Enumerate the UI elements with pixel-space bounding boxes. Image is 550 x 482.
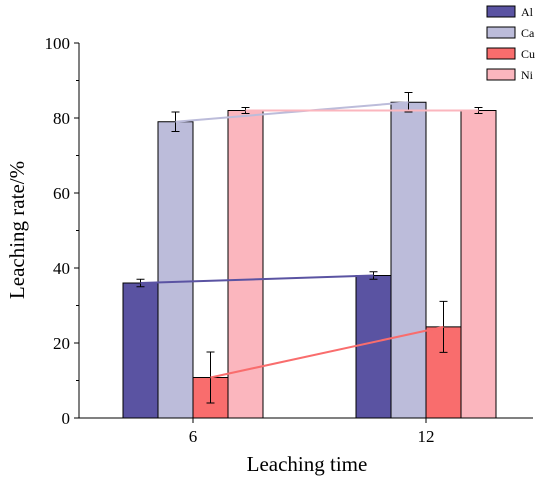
x-tick-label: 12 — [418, 427, 435, 446]
legend-item-ni: Ni — [486, 68, 534, 82]
trend-line-cu — [210, 325, 444, 379]
bar-al-12 — [355, 275, 392, 419]
y-tick-label: 60 — [53, 184, 70, 203]
x-tick-label: 6 — [189, 427, 198, 446]
legend-item-cu: Cu — [486, 47, 535, 61]
bar-al-6 — [122, 282, 159, 419]
bar-ca-12 — [390, 101, 427, 419]
y-tick-label: 20 — [53, 334, 70, 353]
legend: Al Ca Cu Ni — [486, 5, 535, 82]
bar-ni-12 — [460, 110, 497, 419]
bars-layer — [122, 101, 497, 419]
legend-label: Cu — [521, 47, 535, 61]
legend-label: Ca — [521, 26, 535, 40]
legend-item-al: Al — [486, 5, 534, 19]
y-tick-label: 40 — [53, 259, 70, 278]
trend-line-al — [140, 274, 374, 284]
legend-swatch — [486, 26, 516, 39]
legend-label: Ni — [521, 68, 534, 82]
y-tick-label: 80 — [53, 109, 70, 128]
trend-line-ca — [175, 101, 409, 123]
bar-ca-6 — [157, 121, 194, 419]
x-ticks: 6 12 — [189, 418, 435, 446]
legend-item-ca: Ca — [486, 26, 535, 40]
y-tick-label: 100 — [45, 34, 71, 53]
legend-swatch — [486, 68, 516, 81]
legend-swatch — [486, 47, 516, 60]
x-axis-title: Leaching time — [247, 452, 368, 476]
legend-swatch — [486, 5, 516, 18]
legend-label: Al — [521, 5, 534, 19]
connecting-lines-layer — [140, 101, 479, 379]
y-axis-title: Leaching rate/% — [5, 161, 29, 299]
y-ticks: 0 20 40 60 80 100 — [45, 34, 79, 428]
y-tick-label: 0 — [62, 409, 71, 428]
